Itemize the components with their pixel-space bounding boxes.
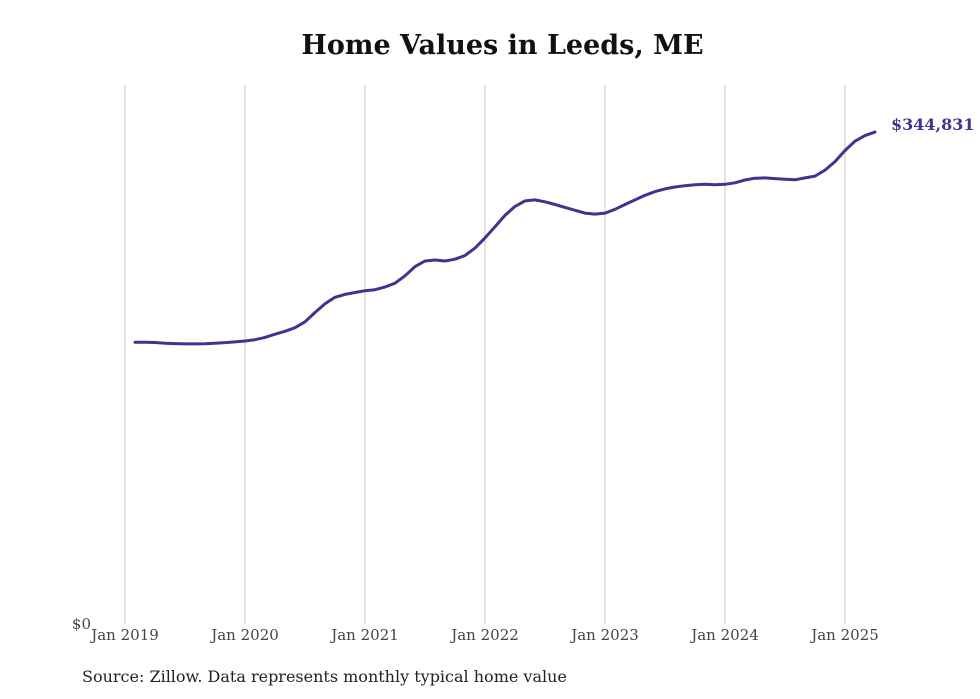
x-tick-label: Jan 2020 — [209, 626, 279, 644]
series-line — [133, 130, 877, 346]
gridlines — [124, 85, 846, 624]
x-axis-tick-labels: Jan 2019 Jan 2020 Jan 2021 Jan 2022 Jan 2023… — [89, 626, 879, 644]
x-tick-label: Jan 2025 — [809, 626, 879, 644]
x-tick-label: Jan 2024 — [689, 626, 759, 644]
x-tick-label: Jan 2023 — [569, 626, 639, 644]
x-tick-label: Jan 2019 — [89, 626, 159, 644]
end-value-label: $344,831 — [891, 115, 975, 134]
y-tick-label: $0 — [72, 615, 91, 633]
x-tick-label: Jan 2021 — [329, 626, 399, 644]
chart-title: Home Values in Leeds, ME — [301, 30, 704, 61]
y-axis-tick-labels: $0 — [72, 615, 91, 633]
series-group: $344,831 — [133, 115, 975, 346]
x-tick-label: Jan 2022 — [449, 626, 519, 644]
source-note: Source: Zillow. Data represents monthly … — [82, 667, 567, 686]
